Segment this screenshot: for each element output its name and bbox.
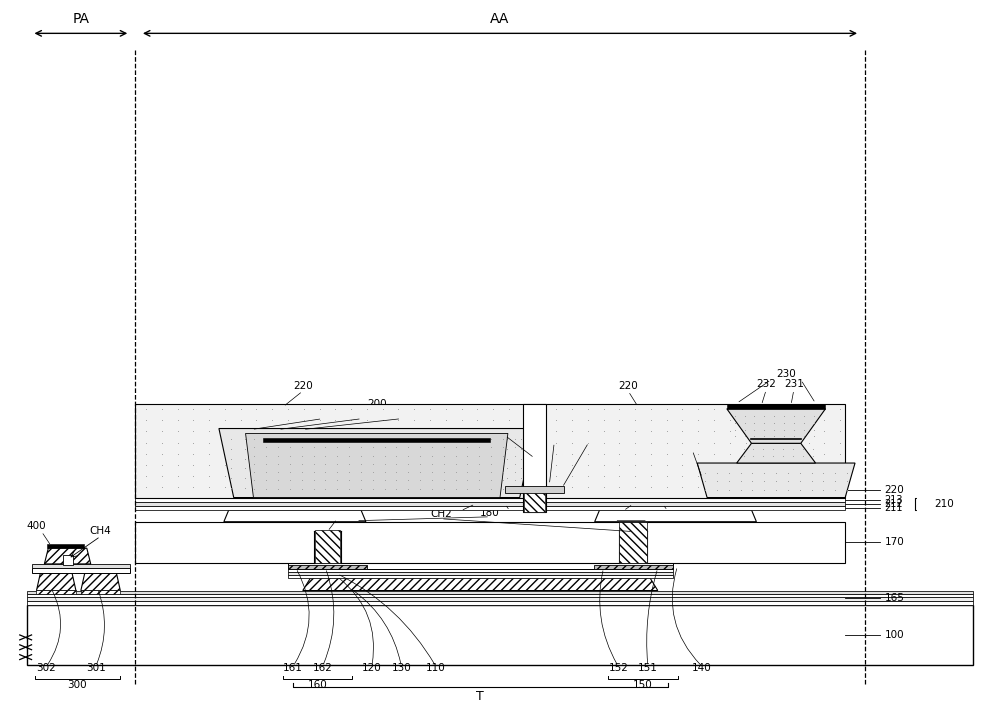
Text: 210: 210 [934, 498, 954, 509]
Bar [594, 565, 673, 569]
Text: 152: 152 [608, 664, 628, 674]
Text: 180: 180 [480, 508, 500, 517]
Text: 220: 220 [885, 484, 904, 495]
Text: 301: 301 [86, 664, 106, 674]
Bar [288, 563, 673, 569]
Text: 162: 162 [313, 664, 332, 674]
Text: 232: 232 [756, 378, 776, 388]
Text: 230: 230 [776, 369, 796, 378]
Text: 213: 213 [885, 495, 903, 505]
Bar [524, 493, 545, 512]
Polygon shape [263, 441, 490, 498]
Bar [135, 505, 845, 510]
Text: CH4: CH4 [90, 527, 111, 537]
Text: 211: 211 [885, 503, 903, 513]
Bar [505, 486, 564, 493]
Bar [727, 405, 825, 409]
Bar [36, 590, 76, 594]
Polygon shape [737, 443, 816, 463]
Polygon shape [44, 548, 91, 564]
Text: 151: 151 [638, 664, 658, 674]
Bar [27, 597, 973, 601]
Polygon shape [697, 463, 855, 498]
Text: 140: 140 [692, 664, 712, 674]
Bar [314, 531, 341, 563]
Text: 201: 201 [313, 407, 332, 418]
Bar [135, 502, 845, 505]
Text: 191: 191 [623, 494, 643, 504]
Polygon shape [246, 433, 508, 498]
Bar [63, 555, 73, 565]
Text: 192: 192 [653, 494, 673, 504]
Polygon shape [219, 429, 535, 498]
Polygon shape [81, 573, 120, 590]
Text: 231: 231 [784, 378, 804, 388]
Text: 240: 240 [544, 432, 564, 443]
Bar [288, 565, 367, 569]
Text: 220: 220 [618, 381, 638, 391]
Text: 400: 400 [27, 522, 46, 532]
Text: 160: 160 [308, 680, 327, 690]
Text: 170: 170 [885, 537, 904, 547]
Bar [81, 590, 120, 594]
Bar [27, 594, 973, 597]
Bar [523, 404, 546, 512]
Text: 200: 200 [367, 399, 387, 409]
Text: AA: AA [490, 11, 510, 25]
Text: 240: 240 [673, 441, 692, 450]
Bar [27, 601, 973, 605]
Text: 161: 161 [283, 664, 303, 674]
Text: 250: 250 [579, 432, 599, 443]
Text: 130: 130 [392, 664, 411, 674]
Text: 120: 120 [362, 664, 382, 674]
Bar [32, 564, 130, 568]
Bar [288, 575, 673, 578]
Text: 110: 110 [426, 664, 446, 674]
Polygon shape [224, 510, 366, 522]
Bar [619, 522, 647, 563]
Text: PA: PA [72, 11, 89, 25]
Bar [135, 498, 845, 502]
Text: 300: 300 [68, 680, 87, 690]
Bar [27, 605, 973, 664]
Text: 302: 302 [36, 664, 56, 674]
Bar [47, 544, 84, 548]
Text: T: T [476, 690, 484, 702]
Text: 100: 100 [885, 630, 904, 640]
Text: 202: 202 [352, 407, 372, 418]
Text: 150: 150 [633, 680, 653, 690]
Bar [135, 404, 845, 498]
Polygon shape [36, 573, 76, 590]
Bar [288, 569, 673, 572]
Bar [288, 572, 673, 575]
Text: 165: 165 [885, 593, 904, 603]
Text: CH1: CH1 [326, 509, 348, 519]
Text: 190: 190 [638, 510, 658, 521]
Bar [619, 531, 647, 563]
Text: 181: 181 [465, 494, 485, 504]
Polygon shape [727, 409, 825, 443]
Bar [135, 522, 845, 563]
Text: 182: 182 [495, 494, 515, 504]
Text: 220: 220 [293, 381, 313, 391]
Text: CH3: CH3 [495, 426, 517, 436]
Polygon shape [595, 510, 756, 522]
Text: CH2: CH2 [430, 509, 452, 519]
Bar [263, 438, 490, 443]
Text: 212: 212 [885, 499, 903, 509]
Bar [315, 530, 340, 563]
Polygon shape [303, 578, 658, 590]
Bar [32, 568, 130, 573]
Bar [27, 590, 973, 594]
Text: 203: 203 [392, 407, 411, 418]
